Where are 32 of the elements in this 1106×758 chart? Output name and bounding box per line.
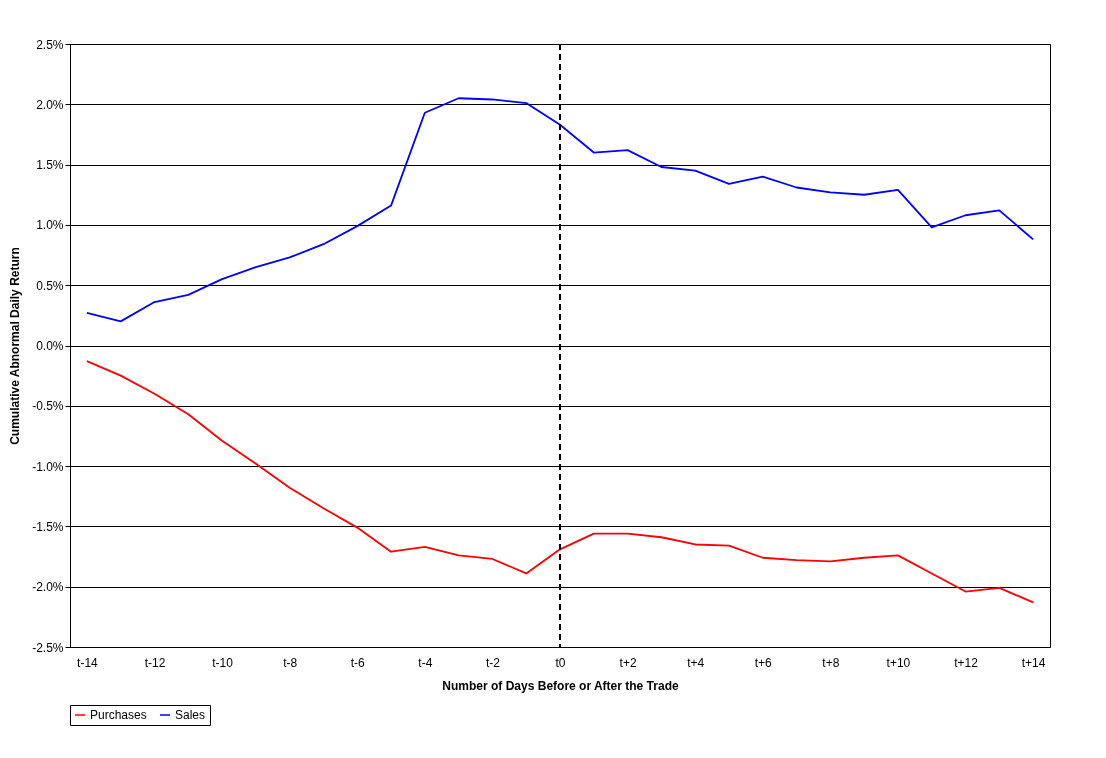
x-tick-label: t-14 [77,655,99,670]
legend-label: Sales [175,708,206,722]
x-tick-label: t-10 [212,655,234,670]
y-axis-title: Cumulative Abnormal Daily Return [8,247,23,445]
x-tick-label: t-12 [144,655,166,670]
y-tick-label: 2.5% [36,37,64,52]
x-tick-label: t+6 [754,655,773,670]
x-tick-label: t+14 [1021,655,1046,670]
y-tick-label: 0.0% [36,339,64,353]
x-tick-label: t+2 [619,655,637,670]
x-tick-label: t0 [555,655,566,670]
y-tick-label: -0.5% [32,399,64,414]
y-tick-label: -1.0% [32,459,64,474]
y-tick-label: 1.0% [36,218,64,233]
x-tick-label: t+4 [687,655,705,670]
x-tick-label: t-2 [485,655,501,670]
x-tick-label: t-4 [418,655,433,670]
line-series [86,97,1034,323]
x-tick-label: t-6 [350,655,366,670]
x-axis-title: Number of Days Before or After the Trade [442,678,679,693]
x-tick-label: t+10 [886,655,911,670]
line-series [86,360,1034,604]
x-tick-label: t-8 [283,655,298,670]
x-tick-label: t+8 [822,655,840,670]
y-tick-label: 1.5% [36,158,64,173]
y-tick-label: -1.5% [32,519,64,534]
legend-label: Purchases [90,708,147,722]
x-tick-label: t+12 [954,655,979,670]
y-tick-label: -2.0% [32,580,64,595]
y-tick-label: -2.5% [32,640,64,655]
y-tick-label: 0.5% [36,278,64,293]
y-tick-label: 2.0% [36,97,64,112]
